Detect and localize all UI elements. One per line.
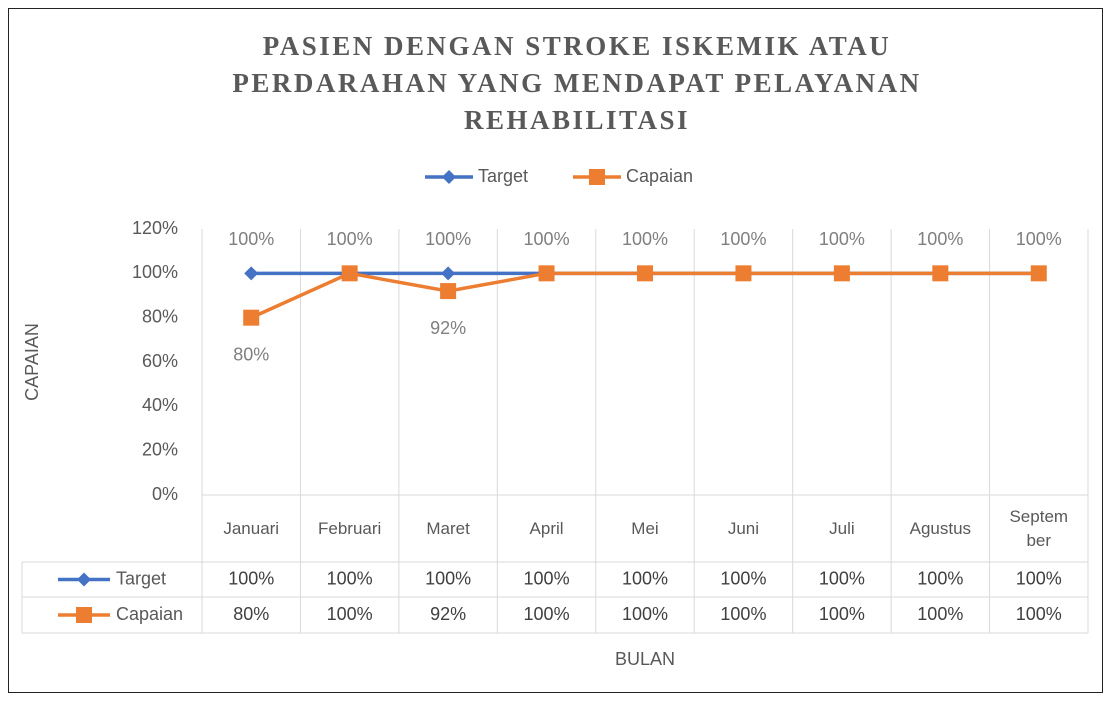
- table-cell: 100%: [524, 604, 570, 624]
- y-tick-label: 100%: [132, 262, 178, 282]
- x-axis-label: BULAN: [615, 649, 675, 669]
- table-series-label: Target: [116, 568, 166, 588]
- marker: [932, 265, 949, 282]
- table-cell: 100%: [524, 568, 570, 588]
- table-cell: 80%: [233, 604, 269, 624]
- table-cell: 100%: [228, 568, 274, 588]
- x-tick-label-box: Agustus: [909, 518, 972, 538]
- x-tick-label: Agustus: [909, 518, 972, 538]
- x-tick-label: Januari: [223, 518, 280, 538]
- x-tick-label-box: Mei: [631, 518, 659, 538]
- y-tick-label: 120%: [132, 218, 178, 238]
- x-tick-label: Juni: [727, 518, 760, 538]
- x-tick-label: September: [1009, 506, 1069, 550]
- x-tick-label: April: [529, 518, 564, 538]
- data-label: 92%: [430, 318, 466, 338]
- x-tick-label-box: Juni: [727, 518, 760, 538]
- chart-border: [8, 8, 1103, 693]
- x-tick-label-box: Juli: [829, 518, 855, 538]
- x-tick-label-box: April: [529, 518, 564, 538]
- table-cell: 100%: [622, 568, 668, 588]
- marker: [1030, 265, 1047, 282]
- table-cell: 92%: [430, 604, 466, 624]
- x-tick-label-box: Januari: [223, 518, 280, 538]
- table-cell: 100%: [1016, 568, 1062, 588]
- marker: [77, 572, 91, 587]
- x-tick-label-box: Maret: [426, 518, 470, 538]
- y-tick-label: 80%: [142, 306, 178, 326]
- table-cell: 100%: [327, 568, 373, 588]
- table-cell: 100%: [819, 604, 865, 624]
- table-cell: 100%: [917, 568, 963, 588]
- data-label: 100%: [524, 229, 570, 249]
- data-label: 100%: [917, 229, 963, 249]
- marker: [735, 265, 752, 282]
- data-label: 100%: [720, 229, 766, 249]
- table-cell: 100%: [327, 604, 373, 624]
- data-label: 100%: [1016, 229, 1062, 249]
- x-tick-label: Februari: [318, 518, 382, 538]
- y-tick-label: 0%: [152, 484, 178, 504]
- x-tick-label: Maret: [426, 518, 470, 538]
- table-cell: 100%: [622, 604, 668, 624]
- marker: [243, 309, 260, 326]
- data-label: 100%: [425, 229, 471, 249]
- x-tick-label-box: Februari: [318, 518, 382, 538]
- table-cell: 100%: [1016, 604, 1062, 624]
- y-tick-label: 20%: [142, 439, 178, 459]
- table-cell: 100%: [720, 604, 766, 624]
- marker: [244, 266, 259, 281]
- x-tick-label: Juli: [829, 518, 855, 538]
- data-label: 100%: [228, 229, 274, 249]
- marker: [442, 170, 456, 184]
- marker: [538, 265, 555, 282]
- table-cell: 100%: [819, 568, 865, 588]
- x-tick-label: Mei: [631, 518, 659, 538]
- legend-label: Target: [478, 166, 528, 186]
- marker: [341, 265, 358, 282]
- chart-title: PASIEN DENGAN STROKE ISKEMIK ATAU PERDAR…: [232, 31, 922, 135]
- marker: [833, 265, 850, 282]
- data-label: 100%: [622, 229, 668, 249]
- marker: [637, 265, 653, 282]
- legend-label: Capaian: [626, 166, 693, 186]
- y-tick-label: 60%: [142, 351, 178, 371]
- data-label: 100%: [327, 229, 373, 249]
- marker: [441, 266, 456, 281]
- marker: [76, 607, 92, 623]
- table-cell: 100%: [720, 568, 766, 588]
- table-cell: 100%: [425, 568, 471, 588]
- table-series-label: Capaian: [116, 604, 183, 624]
- marker: [589, 169, 605, 185]
- data-label: 80%: [233, 344, 269, 364]
- table-cell: 100%: [917, 604, 963, 624]
- y-axis-label: CAPAIAN: [22, 323, 42, 401]
- data-label: 100%: [819, 229, 865, 249]
- marker: [440, 283, 457, 300]
- y-tick-label: 40%: [142, 395, 178, 415]
- x-tick-label-box: September: [1009, 506, 1069, 550]
